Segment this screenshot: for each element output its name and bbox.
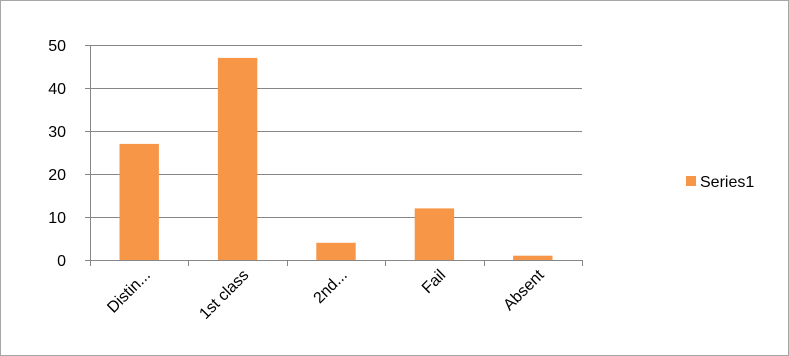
y-tick-label-50: 50	[48, 38, 66, 55]
bar-4	[513, 255, 553, 260]
x-tick-labels: Distin... 1st class 2nd... Fail Absent	[104, 266, 548, 322]
bar-3	[414, 208, 455, 260]
legend: Series1	[686, 174, 754, 191]
x-tick-label-3: Fail	[419, 267, 449, 297]
y-tick-label-10: 10	[48, 210, 66, 227]
y-tick-labels: 0 10 20 30 40 50	[48, 38, 66, 270]
legend-label-series1: Series1	[700, 174, 754, 191]
x-tick-label-2: 2nd...	[311, 267, 351, 307]
y-tick-label-20: 20	[48, 167, 66, 184]
y-tick-label-30: 30	[48, 124, 66, 141]
legend-swatch-series1	[686, 176, 696, 186]
gridlines	[90, 45, 582, 218]
bar-2	[316, 242, 356, 260]
x-tick-label-0: Distin...	[104, 267, 154, 317]
x-tick-label-1: 1st class	[196, 267, 252, 323]
axes	[85, 45, 583, 266]
bars	[119, 57, 553, 261]
x-tick-label-4: Absent	[500, 266, 548, 314]
y-tick-label-40: 40	[48, 81, 66, 98]
bar-1	[217, 57, 258, 261]
y-tick-label-0: 0	[57, 253, 66, 270]
bar-0	[119, 143, 159, 260]
